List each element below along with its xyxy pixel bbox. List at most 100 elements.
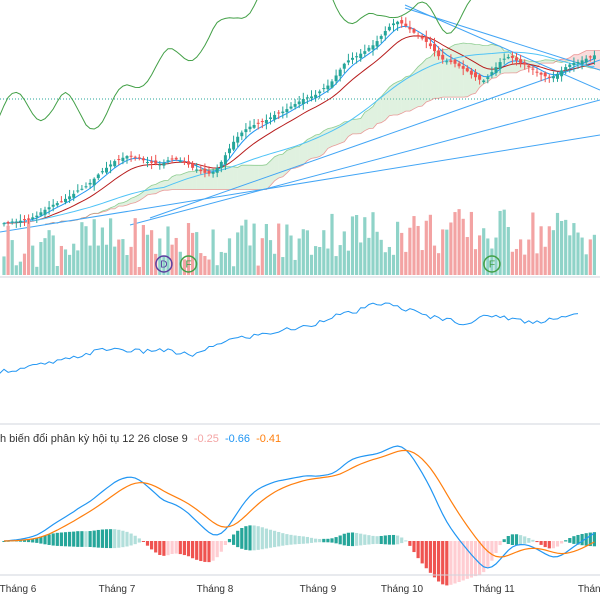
x-axis-tick-label: Tháng 8 — [197, 584, 234, 595]
candle-body — [592, 55, 596, 60]
cloud-segment — [414, 66, 419, 109]
cloud-segment — [434, 51, 439, 99]
candle-body — [240, 132, 244, 137]
macd-histogram-bar — [63, 532, 68, 547]
candle-body — [412, 28, 416, 33]
macd-histogram-bar — [543, 541, 547, 548]
x-axis-tick-label: Tháng 10 — [381, 584, 424, 595]
macd-histogram-bar — [264, 528, 268, 549]
cloud-segment — [471, 43, 476, 95]
macd-histogram-bar — [449, 541, 453, 585]
volume-bar — [100, 227, 104, 275]
macd-histogram-bar — [359, 533, 363, 546]
candle-body — [383, 31, 387, 36]
volume-bar — [92, 219, 96, 275]
macd-histogram-bar — [318, 538, 322, 543]
macd-histogram-bar — [39, 536, 43, 544]
candle-body — [449, 60, 453, 63]
volume-bar — [117, 239, 121, 275]
volume-bar — [338, 245, 342, 275]
cloud-segment — [332, 126, 337, 147]
volume-bar — [281, 257, 285, 275]
cloud-segment — [418, 63, 423, 107]
candle-body — [310, 96, 313, 99]
cloud-segment — [254, 165, 259, 190]
cloud-segment — [475, 44, 480, 94]
candle-body — [416, 35, 420, 37]
volume-bar — [457, 209, 461, 275]
volume-bar — [445, 229, 449, 275]
cloud-segment — [409, 71, 414, 112]
volume-bars — [2, 209, 596, 275]
trendline — [404, 7, 600, 71]
cloud-segment — [319, 130, 324, 157]
macd-histogram-bar — [420, 541, 424, 564]
cloud-segment — [356, 118, 361, 134]
macd-histogram-bar — [584, 533, 588, 546]
candle-body — [408, 27, 412, 30]
candle-body — [551, 76, 555, 79]
cloud-segment — [336, 124, 341, 145]
candle-body — [146, 161, 149, 163]
macd-histogram-bar — [322, 538, 326, 543]
macd-histogram-bar — [285, 534, 289, 546]
candle-body — [273, 114, 277, 120]
macd-histogram-bar — [154, 541, 158, 553]
candle-body — [461, 66, 465, 69]
candle-body — [47, 207, 51, 210]
candle-body — [326, 85, 330, 90]
event-marker-circle — [483, 255, 501, 273]
macd-histogram-bar — [236, 530, 240, 548]
indicator-line — [0, 302, 579, 374]
macd-legend: h biến đổi phân kỳ hội tụ 12 26 close 9 … — [0, 433, 284, 445]
candle-body — [162, 162, 166, 166]
volume-bar — [264, 224, 268, 275]
candle-body — [424, 36, 428, 42]
candle-body — [113, 161, 117, 167]
macd-histogram-bar — [268, 529, 273, 548]
volume-bar — [490, 248, 494, 275]
candle-body — [84, 186, 88, 188]
macd-histogram-bar — [367, 535, 371, 545]
macd-histogram-bar — [277, 531, 281, 547]
macd-histogram-bar — [211, 541, 215, 561]
volume-bar — [256, 265, 260, 275]
macd-histogram-bar — [178, 541, 182, 555]
cloud-segment — [368, 106, 373, 129]
macd-histogram-bar — [170, 541, 174, 554]
cloud-segment — [278, 154, 283, 179]
macd-histogram-bar — [244, 526, 248, 550]
macd-histogram-bar — [240, 528, 244, 549]
macd-histogram-bar — [523, 536, 527, 544]
candle-body — [535, 71, 539, 73]
volume-bar — [568, 235, 572, 275]
cloud-segment — [184, 171, 189, 190]
macd-histogram-bar — [125, 531, 129, 547]
macd-histogram-bar — [498, 541, 502, 546]
cloud-segment — [229, 166, 234, 190]
candle-body — [141, 158, 145, 161]
volume-bar — [469, 211, 473, 275]
cloud-segment — [209, 169, 214, 190]
cloud-segment — [262, 164, 267, 190]
volume-bar — [551, 230, 555, 275]
macd-histogram-bar — [232, 534, 236, 545]
sma-long-line — [3, 51, 595, 224]
macd-histogram-bar — [531, 539, 535, 542]
macd-histogram-bar — [346, 532, 350, 546]
volume-bar — [277, 223, 281, 275]
candle-body — [117, 159, 121, 161]
cloud-segment — [401, 76, 406, 114]
macd-histogram-bar — [305, 536, 309, 544]
volume-bar — [400, 232, 404, 275]
candle-body — [170, 158, 174, 160]
macd-histogram-bar — [428, 541, 432, 573]
ichimoku-cloud — [44, 42, 600, 225]
candle-body — [351, 57, 354, 60]
volume-bar — [355, 214, 359, 275]
candle-body — [510, 55, 514, 58]
candle-body — [560, 70, 564, 77]
volume-bar — [232, 266, 236, 275]
